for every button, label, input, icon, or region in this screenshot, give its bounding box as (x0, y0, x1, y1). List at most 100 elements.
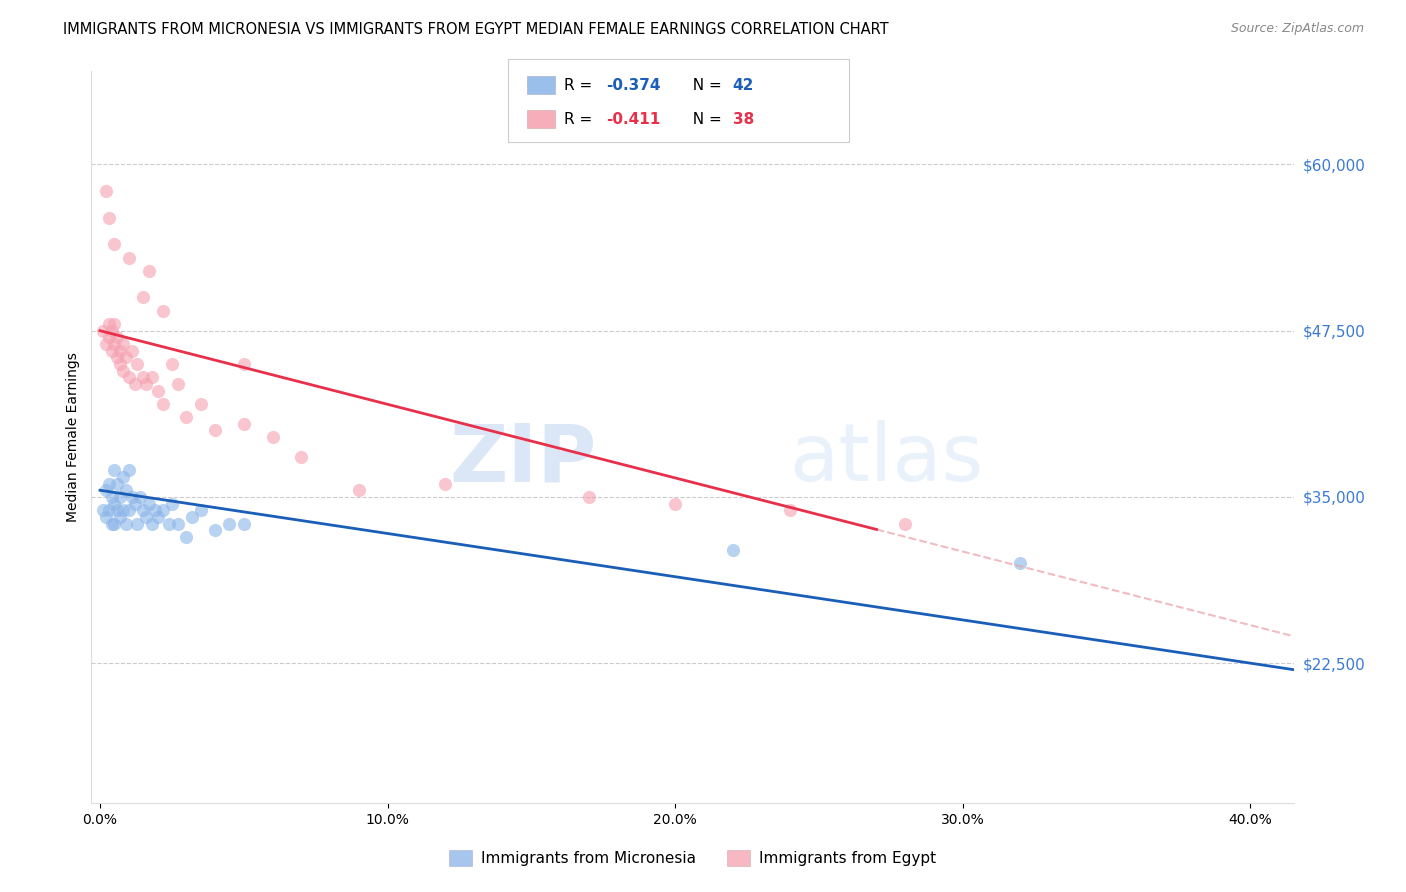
Point (135, 509, 157, 524)
Point (152, 503, 174, 517)
Text: N =: N = (683, 112, 727, 127)
Point (103, 516, 125, 531)
Legend: Immigrants from Micronesia, Immigrants from Egypt: Immigrants from Micronesia, Immigrants f… (443, 844, 942, 872)
Point (97, 476, 120, 491)
Point (218, 516, 240, 531)
Point (127, 357, 149, 371)
Text: R =: R = (564, 112, 598, 127)
Point (103, 497, 125, 511)
Point (100, 516, 122, 531)
Point (121, 343, 143, 358)
Point (94, 337, 117, 351)
Text: atlas: atlas (789, 420, 983, 498)
Point (100, 324, 122, 338)
Text: 42: 42 (733, 78, 754, 93)
Point (141, 370, 163, 384)
Point (152, 303, 174, 318)
Point (103, 317, 125, 331)
Point (232, 516, 254, 531)
Text: Source: ZipAtlas.com: Source: ZipAtlas.com (1230, 22, 1364, 36)
Point (105, 503, 128, 517)
Point (135, 376, 157, 391)
Point (121, 490, 143, 504)
Point (111, 363, 135, 377)
Point (190, 397, 212, 411)
Point (97, 317, 120, 331)
Point (111, 470, 135, 484)
Point (94, 509, 117, 524)
Point (103, 237, 125, 252)
Point (115, 516, 138, 531)
Point (434, 476, 457, 491)
Point (146, 509, 169, 524)
Point (1010, 557, 1032, 571)
Point (138, 497, 160, 511)
Point (157, 516, 180, 531)
Point (132, 290, 155, 304)
Point (91, 324, 114, 338)
Y-axis label: Median Female Earnings: Median Female Earnings (66, 352, 80, 522)
Point (664, 497, 686, 511)
Text: -0.374: -0.374 (606, 78, 661, 93)
Point (105, 476, 128, 491)
Point (108, 509, 131, 524)
Point (190, 503, 212, 517)
Point (127, 516, 149, 531)
Point (204, 424, 226, 438)
Point (124, 376, 146, 391)
Point (111, 337, 135, 351)
Point (91, 503, 114, 517)
Point (262, 430, 284, 444)
Point (118, 463, 141, 477)
Point (578, 490, 600, 504)
Point (779, 503, 801, 517)
Point (115, 351, 138, 365)
Point (174, 410, 197, 425)
Point (181, 509, 204, 524)
Point (232, 357, 254, 371)
Point (115, 483, 138, 498)
Point (721, 543, 744, 558)
Point (103, 337, 125, 351)
Point (132, 370, 155, 384)
Point (108, 357, 131, 371)
Point (94, 184, 117, 198)
Point (160, 357, 183, 371)
Point (124, 497, 146, 511)
Point (166, 516, 188, 531)
Point (108, 343, 131, 358)
Point (146, 384, 169, 398)
Point (103, 463, 125, 477)
Point (166, 376, 188, 391)
Text: -0.411: -0.411 (606, 112, 661, 127)
Point (100, 343, 122, 358)
Text: 38: 38 (733, 112, 754, 127)
Point (100, 490, 122, 504)
Point (174, 530, 197, 544)
Text: IMMIGRANTS FROM MICRONESIA VS IMMIGRANTS FROM EGYPT MEDIAN FEMALE EARNINGS CORRE: IMMIGRANTS FROM MICRONESIA VS IMMIGRANTS… (63, 22, 889, 37)
Point (105, 351, 128, 365)
Text: ZIP: ZIP (449, 420, 596, 498)
Point (143, 503, 166, 517)
Point (111, 503, 135, 517)
Point (152, 397, 174, 411)
Point (94, 483, 117, 498)
Point (108, 490, 131, 504)
Point (347, 483, 370, 498)
Text: R =: R = (564, 78, 598, 93)
Point (118, 370, 141, 384)
Point (290, 450, 312, 464)
Point (141, 516, 163, 531)
Point (232, 417, 254, 431)
Point (97, 330, 120, 344)
Point (138, 264, 160, 278)
Point (97, 211, 120, 225)
Point (97, 503, 120, 517)
Point (132, 503, 155, 517)
Point (118, 251, 141, 265)
Point (894, 516, 917, 531)
Text: N =: N = (683, 78, 727, 93)
Point (204, 523, 226, 537)
Point (160, 497, 183, 511)
Point (105, 330, 128, 344)
